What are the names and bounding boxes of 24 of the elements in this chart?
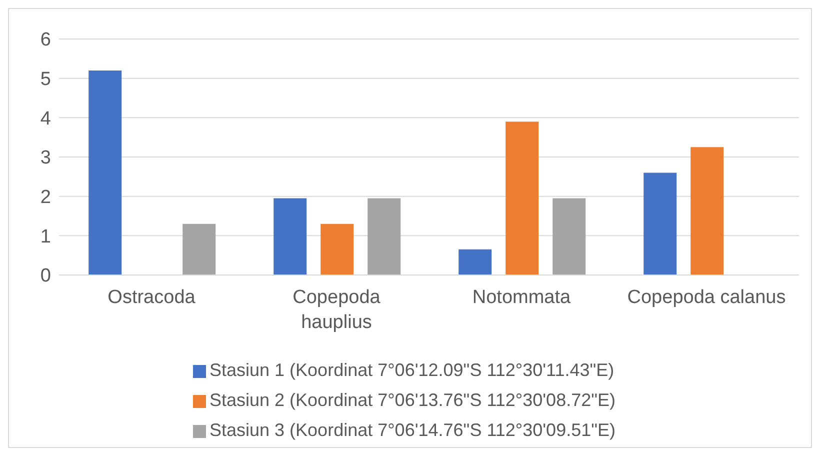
y-tick-label: 6 [40, 30, 51, 51]
bar [274, 198, 307, 275]
x-tick-label: Notommata [472, 287, 572, 308]
legend-label: Stasiun 2 (Koordinat 7°06'13.76"S 112°30'08.72"E) [210, 390, 616, 410]
x-tick-label: Ostracoda [108, 287, 196, 308]
bar [506, 122, 539, 275]
bar [690, 147, 724, 275]
bar [644, 172, 677, 275]
y-tick-label: 4 [40, 108, 52, 130]
legend-label: Stasiun 1 (Koordinat 7°06'12.09"S 112°30'11.43"E) [210, 360, 614, 380]
x-tick-label: Copepoda calanus [627, 287, 786, 308]
y-tick-label: 2 [40, 187, 51, 208]
y-tick-label: 3 [40, 148, 51, 169]
bar [368, 198, 401, 275]
legend-label: Stasiun 3 (Koordinat 7°06'14.76"S 112°30'09.51"E) [210, 420, 616, 440]
y-tick-label: 0 [40, 266, 51, 287]
bar [182, 224, 216, 275]
bar [552, 198, 586, 275]
y-tick-label: 5 [40, 69, 51, 90]
x-tick-label: Copepoda hauplius [292, 287, 381, 333]
bar [458, 249, 492, 275]
y-tick-label: 1 [40, 226, 51, 248]
bar [88, 70, 122, 275]
bar [320, 224, 354, 275]
